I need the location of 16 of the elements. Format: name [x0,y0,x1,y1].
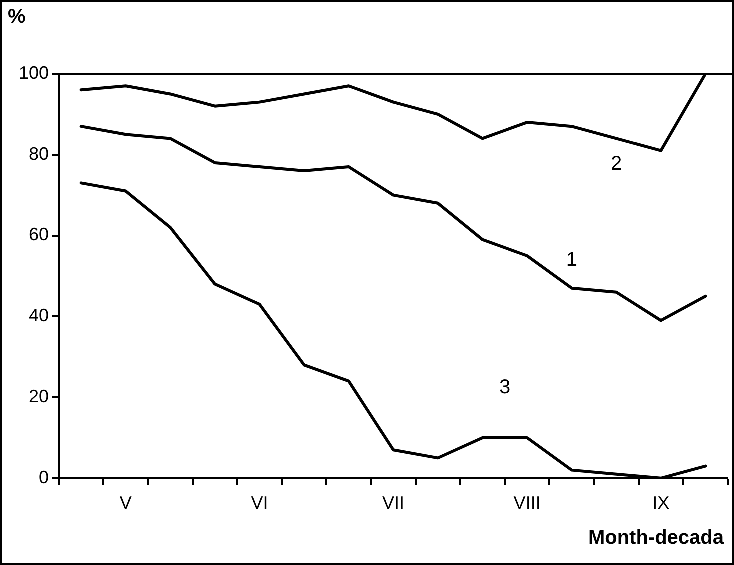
y-tick-label: 60 [29,224,50,245]
y-tick-label: 0 [39,467,50,488]
x-axis-title: Month-decada [588,527,724,550]
x-tick-label: V [120,493,132,514]
series-label: 3 [499,376,511,398]
y-tick-label: 20 [29,386,50,406]
series-label: 1 [566,248,578,271]
y-tick-label: 80 [29,144,50,164]
y-axis-title: % [8,6,26,29]
series-label: 2 [610,153,622,176]
x-tick-label: VI [251,493,268,514]
y-tick-label: 100 [18,62,50,83]
x-tick-label: VII [382,493,405,514]
x-tick-label: VIII [514,493,541,514]
x-tick-label: IX [652,493,670,514]
y-tick-label: 40 [29,306,50,326]
